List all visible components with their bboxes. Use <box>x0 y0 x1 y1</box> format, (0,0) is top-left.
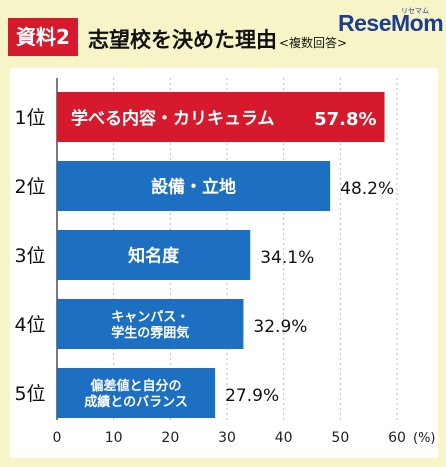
figure-tag: 資料2 <box>8 18 78 56</box>
value-label: 34.1% <box>260 248 314 268</box>
resemom-logo-sub: リセマム <box>401 7 429 15</box>
x-tick-label: 40 <box>275 430 293 446</box>
resemom-logo: ReseMom <box>338 10 444 36</box>
rank-label: 2位 <box>14 176 45 198</box>
rank-label: 5位 <box>14 383 45 405</box>
category-label: キャンパス・ <box>111 310 189 325</box>
chart-title: 志望校を決めた理由 <複数回答> <box>88 24 347 54</box>
category-label: 知名度 <box>127 245 180 266</box>
rank-label: 3位 <box>14 245 45 267</box>
category-label: 学生の雰囲気 <box>111 325 189 341</box>
category-label: 成績とのバランス <box>84 394 188 410</box>
bar <box>57 299 244 349</box>
x-tick-label: 50 <box>331 430 349 446</box>
rank-label: 4位 <box>14 314 45 336</box>
x-tick-label: 60 <box>388 430 406 446</box>
chart-title-text: 志望校を決めた理由 <box>88 28 277 52</box>
x-unit-label: (%) <box>413 431 436 446</box>
value-label: 48.2% <box>340 179 394 199</box>
chart-panel: 0 10 20 30 40 50 60 (%) 1位 学べる内容・カリキュラム 57.8% 2位 設備・… <box>10 68 438 458</box>
chart-subtitle: <複数回答> <box>279 36 348 50</box>
x-tick-label: 30 <box>218 430 236 446</box>
value-label: 57.8% <box>314 109 376 130</box>
x-tick-label: 20 <box>161 430 179 446</box>
bar <box>57 368 216 418</box>
bar <box>57 92 385 142</box>
bar <box>57 161 331 211</box>
x-tick-label: 10 <box>105 430 123 446</box>
rank-label: 1位 <box>14 107 45 129</box>
category-label: 設備・立地 <box>151 176 236 197</box>
value-label: 27.9% <box>225 386 279 406</box>
bar-chart: 0 10 20 30 40 50 60 (%) 1位 学べる内容・カリキュラム 57.8% 2位 設備・… <box>14 78 436 446</box>
category-label: 偏差値と自分の <box>91 378 182 394</box>
value-label: 32.9% <box>253 317 307 337</box>
category-label: 学べる内容・カリキュラム <box>71 108 275 129</box>
x-tick-label: 0 <box>53 430 62 446</box>
bar <box>57 230 251 280</box>
